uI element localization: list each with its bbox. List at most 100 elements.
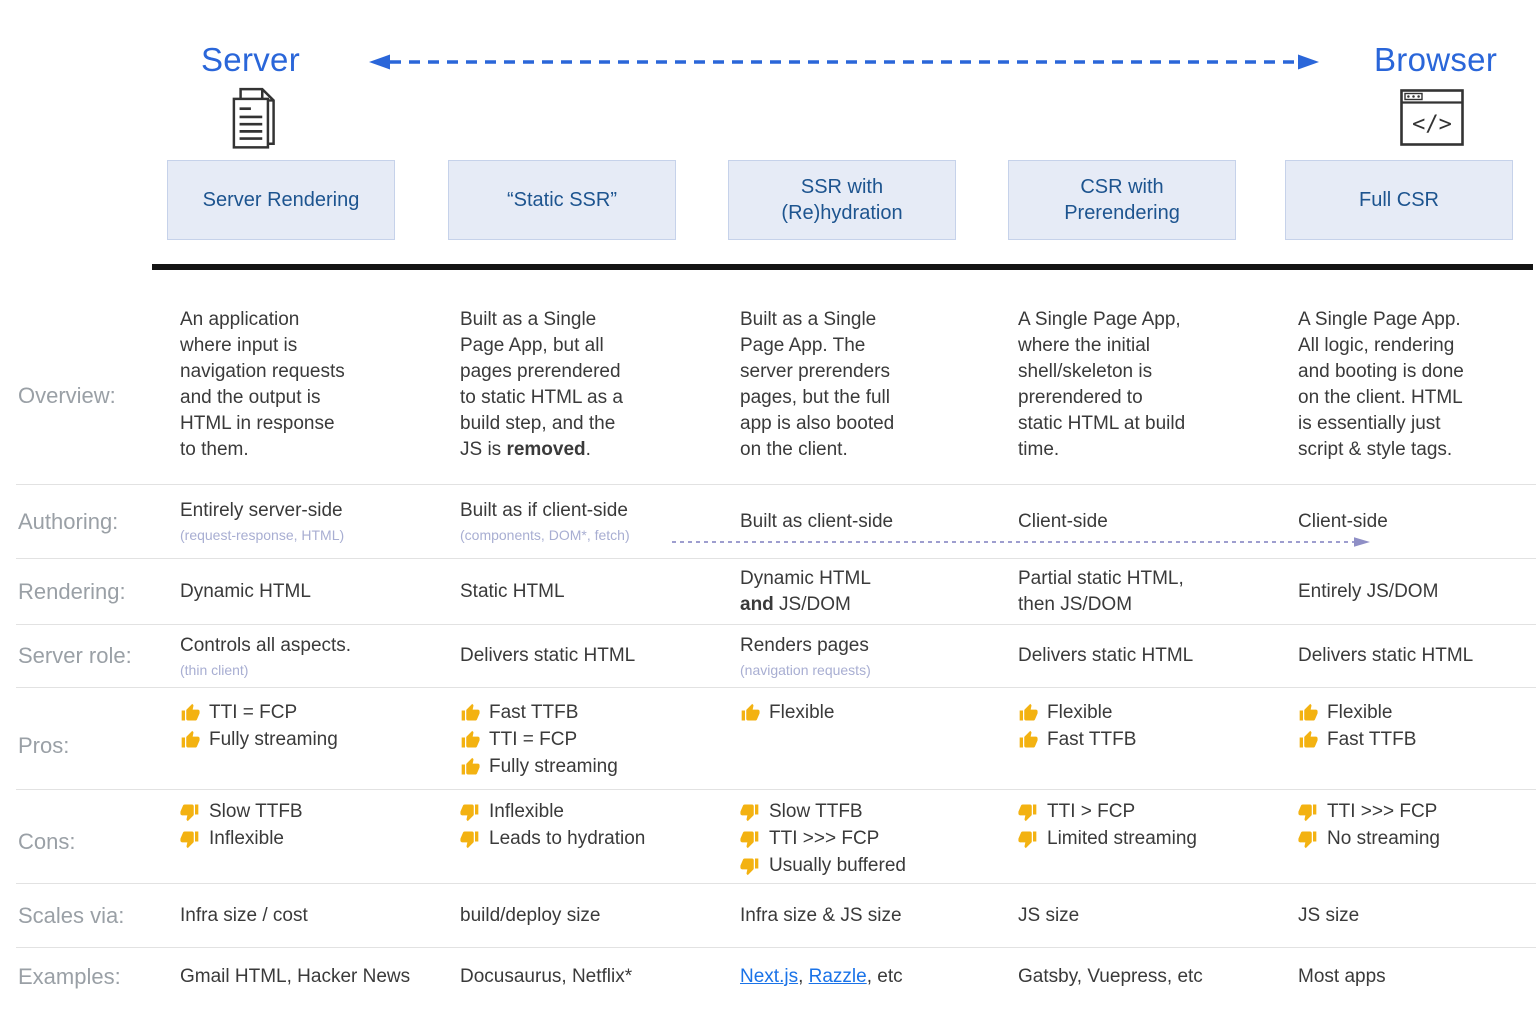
text-segment: , etc [866,966,903,987]
server-browser-spectrum: Server Browser </> Server Renderin [0,0,1536,290]
text-segment: Gatsby, Vuepress, etc [1018,966,1203,987]
document-pages-icon [232,87,275,149]
thumb-up-icon [181,703,200,721]
cons-cell: TTI >>> FCP No streaming [1298,801,1536,855]
pro-label: Fast TTFB [1327,729,1417,750]
authoring-cell: Built as client-side [740,510,1018,534]
server-role-cell: Controls all aspects. (thin client) [180,634,460,679]
rendering-cell: Partial static HTML, then JS/DOM [1018,566,1298,618]
text-segment: , [798,966,809,987]
emphasized-text: and [740,593,774,615]
pro-item: Flexible [1018,702,1260,724]
text-segment: Docusaurus, Netflix* [460,966,633,987]
con-label: Inflexible [209,828,284,849]
rendering-cell: Dynamic HTML [180,579,460,605]
server-role-cell: Renders pages (navigation requests) [740,634,1018,679]
thumb-up-icon [461,730,480,748]
text-segment: Gmail HTML, Hacker News [180,966,411,987]
con-item: Usually buffered [740,855,980,877]
server-role-value: Delivers static HTML [1298,645,1474,666]
header-divider [152,264,1533,270]
thumb-up-icon [1299,730,1318,748]
con-item: Slow TTFB [740,801,980,823]
row-label-rendering: Rendering: [18,578,126,604]
examples-cell: Gatsby, Vuepress, etc [1018,964,1298,990]
rendering-cell: Entirely JS/DOM [1298,579,1536,605]
pro-item: TTI = FCP [460,729,702,751]
con-item: Inflexible [180,828,422,850]
cons-cell: Slow TTFB TTI >>> FCP Usually buffered [740,801,1018,882]
server-role-note: (thin client) [180,661,249,678]
con-item: TTI >>> FCP [1298,801,1498,823]
authoring-cell: Client-side [1018,510,1298,534]
browser-window-icon: </> [1400,89,1464,146]
text-segment: Most apps [1298,966,1386,987]
pro-item: TTI = FCP [180,702,422,724]
con-label: Leads to hydration [489,828,646,849]
pros-cell: Flexible Fast TTFB [1018,702,1298,756]
con-label: TTI >>> FCP [769,828,880,849]
pro-item: Fast TTFB [1298,729,1498,751]
client-side-trend-arrow [672,537,1370,547]
row-label-server-role: Server role: [18,643,132,668]
thumb-up-icon [741,703,760,721]
server-browser-arrow [369,54,1319,70]
server-role-cell: Delivers static HTML [1018,644,1298,668]
text-segment: Partial static HTML, then JS/DOM [1018,567,1184,615]
text-segment: Dynamic HTML [740,567,871,589]
authoring-value: Entirely server-side [180,500,343,521]
thumb-down-icon [740,831,759,849]
cons-cell: Inflexible Leads to hydration [460,801,740,855]
pros-cell: Flexible [740,702,1018,729]
thumb-down-icon [180,804,199,822]
row-label-overview: Overview: [18,382,116,408]
con-label: Slow TTFB [209,801,303,822]
server-label: Server [201,41,300,78]
example-link[interactable]: Next.js [740,966,799,987]
thumb-down-icon [1018,804,1037,822]
column-header-csr-prerendering: CSR with Prerendering [1008,160,1236,240]
examples-cell: Docusaurus, Netflix* [460,964,740,990]
pro-label: TTI = FCP [209,702,298,723]
server-role-cell: Delivers static HTML [1298,644,1536,668]
comparison-table: Overview: An application where input is … [16,290,1536,1006]
examples-cell: Next.js, Razzle, etc [740,964,1018,990]
pro-label: Fully streaming [209,729,338,750]
row-label-authoring: Authoring: [18,508,119,534]
server-role-value: Renders pages [740,634,869,656]
column-header-ssr-rehydration: SSR with (Re)hydration [728,160,956,240]
row-overview: Overview: An application where input is … [16,290,1536,485]
scales-cell: Infra size / cost [180,904,308,926]
examples-cell: Most apps [1298,964,1536,990]
row-server-role: Server role: Controls all aspects. (thin… [16,625,1536,688]
authoring-value: Built as if client-side [460,500,628,521]
thumb-down-icon [1298,804,1317,822]
pro-item: Fully streaming [180,729,422,751]
example-link[interactable]: Razzle [808,966,867,987]
row-pros: Pros: TTI = FCP Fully streaming Fast TTFB… [16,688,1536,790]
con-item: TTI > FCP [1018,801,1260,823]
row-examples: Examples: Gmail HTML, Hacker News Docusa… [16,948,1536,1006]
pro-item: Fast TTFB [460,702,702,724]
row-scales-via: Scales via: Infra size / cost build/depl… [16,884,1536,948]
row-cons: Cons: Slow TTFB Inflexible Inflexible Lead… [16,790,1536,884]
row-rendering: Rendering: Dynamic HTML Static HTML Dyna… [16,559,1536,625]
text-segment: Dynamic HTML [180,580,311,602]
examples-cell: Gmail HTML, Hacker News [180,964,460,990]
con-item: Inflexible [460,801,702,823]
pro-item: Fully streaming [460,756,702,778]
con-label: Slow TTFB [769,801,863,822]
column-header-full-csr: Full CSR [1285,160,1513,240]
pro-label: TTI = FCP [489,729,578,750]
scales-cell: JS size [1018,904,1080,926]
text-segment: Built as a Single Page App, but all page… [460,309,623,460]
con-item: TTI >>> FCP [740,828,980,850]
con-item: Slow TTFB [180,801,422,823]
text-segment: Built as a Single Page App. The server p… [740,309,895,460]
text-segment: Static HTML [460,580,565,602]
server-role-note: (navigation requests) [740,661,871,678]
text-segment: An application where input is navigation… [180,309,345,460]
con-label: Inflexible [489,801,564,822]
con-item: Leads to hydration [460,828,702,850]
